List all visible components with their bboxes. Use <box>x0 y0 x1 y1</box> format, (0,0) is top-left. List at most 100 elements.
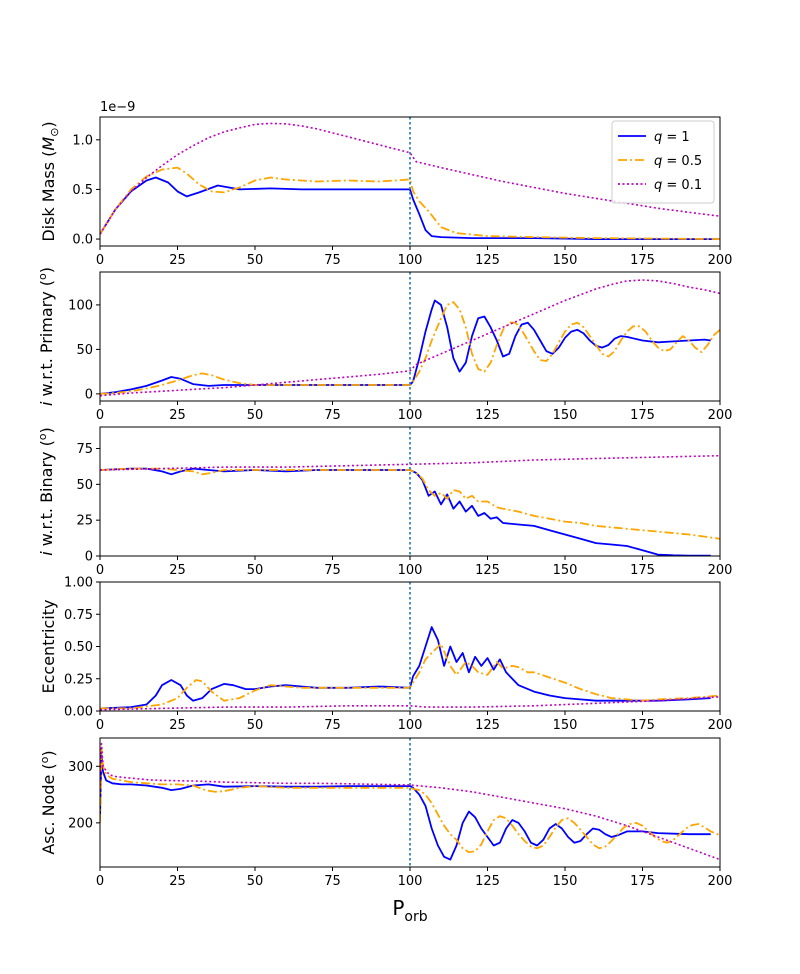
panel-1: 0 25 50 75 100 125 150 175 200 0.0 0.5 1.0 1e−9 Disk … <box>39 100 732 268</box>
x-tick-label: 25 <box>169 253 186 268</box>
legend-label: q = 1 <box>654 130 690 145</box>
series-group <box>100 122 720 240</box>
y-tick-label: 0.25 <box>64 672 93 687</box>
y-tick-label: 0.50 <box>64 640 93 655</box>
x-tick-label: 125 <box>475 563 500 578</box>
y-axis-label: Disk Mass (M⊙) <box>39 121 61 241</box>
series-line-q-1 <box>100 467 711 556</box>
x-tick-label: 75 <box>324 253 341 268</box>
x-tick-label: 175 <box>630 563 655 578</box>
y-tick-label: 100 <box>68 298 93 313</box>
x-tick-label: 25 <box>169 408 186 423</box>
y-tick-label: 25 <box>76 514 93 529</box>
panel-3: 0 25 50 75 100 125 150 175 200 0 25 50 75 i w.r.t. Bi… <box>36 426 733 578</box>
panel-2: 0 25 50 75 100 125 150 175 200 0 50 100 i w.r.t. Pri… <box>36 267 732 423</box>
x-tick-label: 175 <box>630 874 655 889</box>
series-group <box>100 742 720 861</box>
y-tick-label: 300 <box>68 760 93 775</box>
x-tick-label: 175 <box>630 253 655 268</box>
series-line-q-1 <box>100 626 711 710</box>
x-tick-label: 0 <box>96 408 104 423</box>
y-tick-label: 0 <box>85 387 93 402</box>
y-tick-label: 0.0 <box>72 233 93 248</box>
x-tick-label: 75 <box>324 718 341 733</box>
x-tick-label: 150 <box>553 408 578 423</box>
y-tick-label: 50 <box>76 343 93 358</box>
y-tick-label: 75 <box>76 442 93 457</box>
y-axis-label: Eccentricity <box>39 600 58 694</box>
series-line-q-0.1 <box>100 696 720 711</box>
x-tick-label: 75 <box>324 408 341 423</box>
series-line-q-0.1 <box>100 742 720 861</box>
x-axis-label: Porb <box>392 896 427 925</box>
series-group <box>100 626 720 711</box>
x-tick-label: 175 <box>630 408 655 423</box>
x-tick-label: 100 <box>398 874 423 889</box>
x-tick-label: 150 <box>553 253 578 268</box>
y-tick-label: 50 <box>76 478 93 493</box>
x-tick-label: 100 <box>398 253 423 268</box>
legend-label: q = 0.1 <box>654 178 702 193</box>
x-tick-label: 200 <box>708 253 733 268</box>
series-line-q-0.5 <box>100 748 720 854</box>
x-tick-label: 0 <box>96 718 104 733</box>
x-tick-label: 150 <box>553 718 578 733</box>
x-tick-label: 75 <box>324 563 341 578</box>
x-tick-label: 200 <box>708 408 733 423</box>
y-tick-label: 200 <box>68 816 93 831</box>
y-tick-label: 1.0 <box>72 133 93 148</box>
x-tick-label: 175 <box>630 718 655 733</box>
y-tick-label: 0.5 <box>72 183 93 198</box>
x-tick-label: 0 <box>96 253 104 268</box>
x-tick-label: 200 <box>708 718 733 733</box>
y-axis-label: i w.r.t. Binary (o) <box>36 427 56 556</box>
series-line-q-1 <box>100 754 711 861</box>
panels-group: 0 25 50 75 100 125 150 175 200 0.0 0.5 1.0 1e−9 Disk … <box>36 100 732 889</box>
x-tick-label: 50 <box>247 718 264 733</box>
x-tick-label: 25 <box>169 718 186 733</box>
x-tick-label: 125 <box>475 718 500 733</box>
x-tick-label: 150 <box>553 563 578 578</box>
axes-frame <box>99 737 721 868</box>
x-tick-label: 100 <box>398 563 423 578</box>
x-tick-label: 125 <box>475 874 500 889</box>
y-axis-label: Asc. Node (o) <box>38 750 58 854</box>
y-tick-label: 1.00 <box>64 576 93 591</box>
axes-frame <box>99 581 721 712</box>
legend-box <box>611 120 715 204</box>
series-group <box>100 279 720 397</box>
y-axis-label: i w.r.t. Primary (o) <box>36 267 56 406</box>
panel-4: 0 25 50 75 100 125 150 175 200 0.00 0.25 0.50 0.75 1.… <box>39 576 732 734</box>
panel-5: 0 25 50 75 100 125 150 175 200 200 300 Asc. Node (o… <box>38 737 733 889</box>
x-tick-label: 100 <box>398 408 423 423</box>
series-line-q-0.5 <box>100 166 720 240</box>
x-tick-label: 150 <box>553 874 578 889</box>
x-axis-label-subscript: orb <box>404 909 427 925</box>
offset-text: 1e−9 <box>100 100 135 115</box>
series-line-q-1 <box>100 176 720 240</box>
y-tick-label: 0 <box>85 550 93 565</box>
x-tick-label: 50 <box>247 874 264 889</box>
series-line-q-0.5 <box>100 467 720 540</box>
x-tick-label: 50 <box>247 253 264 268</box>
x-tick-label: 0 <box>96 563 104 578</box>
x-tick-label: 125 <box>475 408 500 423</box>
x-tick-label: 125 <box>475 253 500 268</box>
x-tick-label: 75 <box>324 874 341 889</box>
x-tick-label: 25 <box>169 563 186 578</box>
axes-frame <box>99 426 721 557</box>
y-tick-label: 0.00 <box>64 705 93 720</box>
legend-label: q = 0.5 <box>654 154 702 169</box>
x-tick-label: 25 <box>169 874 186 889</box>
x-tick-label: 0 <box>96 874 104 889</box>
legend: q = 1 q = 0.5 q = 0.1 <box>611 120 715 204</box>
series-line-q-1 <box>100 299 711 395</box>
x-tick-label: 200 <box>708 874 733 889</box>
x-tick-label: 50 <box>247 563 264 578</box>
x-tick-label: 50 <box>247 408 264 423</box>
series-group <box>100 454 720 556</box>
x-tick-label: 200 <box>708 563 733 578</box>
series-line-q-0.5 <box>100 643 720 710</box>
y-tick-label: 0.75 <box>64 608 93 623</box>
